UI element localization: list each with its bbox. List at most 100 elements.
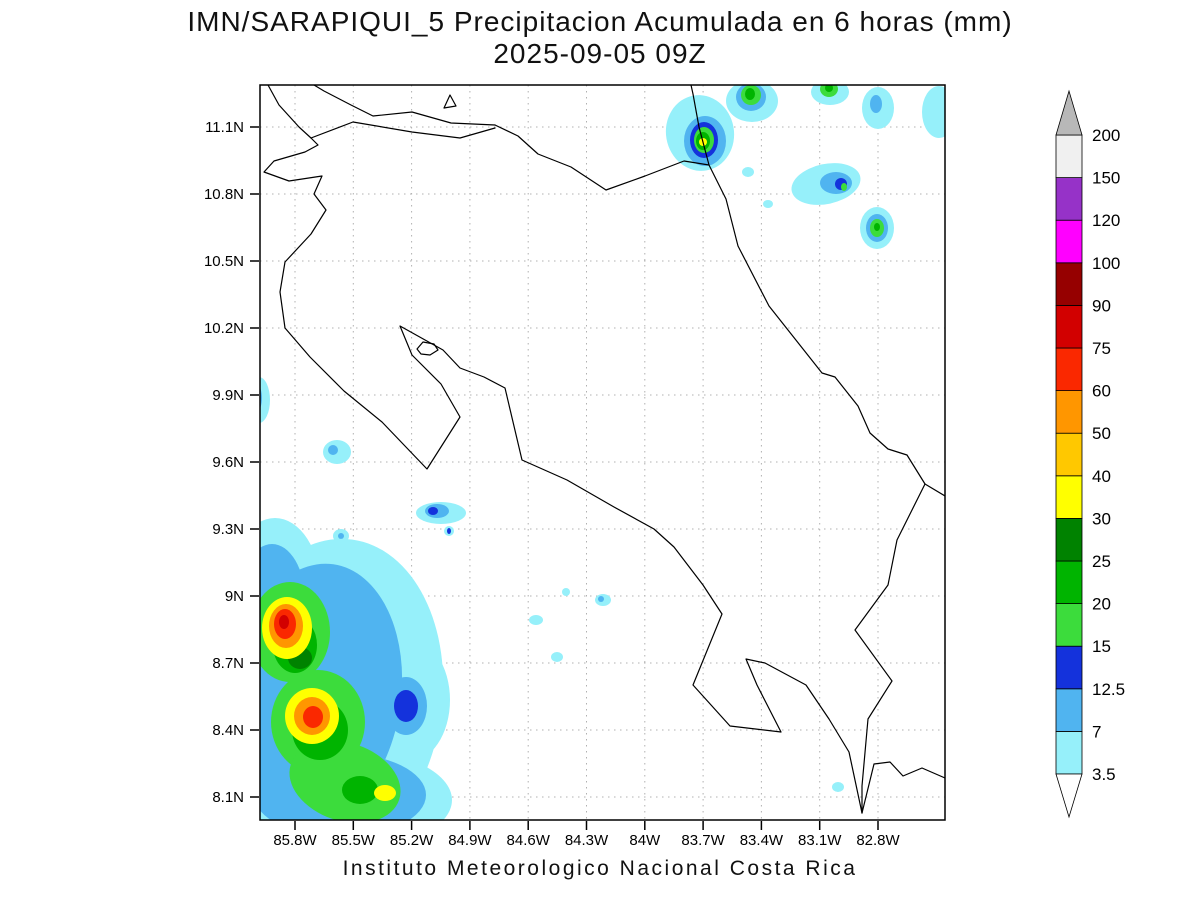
colorbar-label: 20	[1092, 595, 1111, 614]
lat-tick-label: 10.2N	[204, 320, 244, 337]
lat-tick-label: 9N	[225, 588, 244, 605]
precip-cell	[303, 706, 323, 728]
precip-cell	[742, 167, 754, 177]
colorbar-label: 3.5	[1092, 765, 1116, 784]
colorbar-label: 12.5	[1092, 680, 1125, 699]
map-title-line1: IMN/SARAPIQUI_5 Precipitacion Acumulada …	[187, 6, 1013, 37]
colorbar-segment	[1055, 731, 1083, 775]
colorbar	[1055, 89, 1083, 819]
coastline	[416, 341, 439, 356]
precip-cell	[832, 782, 844, 792]
colorbar-segment	[1055, 347, 1083, 391]
coastline	[690, 85, 945, 497]
precip-cell	[551, 652, 563, 662]
colorbar-segment	[1055, 304, 1083, 349]
colorbar-label: 40	[1092, 467, 1111, 486]
precip-cell	[328, 445, 338, 455]
precipitation-layer	[260, 85, 945, 820]
lat-tick-label: 9.6N	[212, 454, 244, 471]
colorbar-segment	[1055, 518, 1083, 562]
lat-tick-label: 9.3N	[212, 521, 244, 538]
lon-tick-label: 82.8W	[856, 832, 900, 849]
colorbar-segment	[1055, 432, 1083, 477]
colorbar-label: 60	[1092, 382, 1111, 401]
lon-tick-label: 84.3W	[565, 832, 609, 849]
colorbar-segment	[1055, 475, 1083, 519]
coastline-layer	[263, 85, 945, 814]
lat-tick-label: 10.5N	[204, 253, 244, 270]
colorbar-over-arrow	[1055, 89, 1083, 136]
lat-tick-label: 10.8N	[204, 186, 244, 203]
colorbar-labels: 3.5 7 12.5 15 20 25 30 40 50 60 75 90 100 120 150 200	[1092, 126, 1125, 784]
colorbar-segment	[1055, 688, 1083, 732]
lon-tick-label: 85.8W	[273, 832, 317, 849]
precip-cell	[922, 86, 945, 138]
precip-cell	[374, 785, 396, 801]
map-frame	[259, 84, 946, 821]
lon-tick-label: 85.2W	[390, 832, 434, 849]
lon-tick-label: 85.5W	[332, 832, 376, 849]
axis-ticks	[250, 126, 879, 830]
precip-cell	[279, 615, 289, 629]
axis-labels: 8.1N 8.4N 8.7N 9N 9.3N 9.6N 9.9N 10.2N 10.5N 10.8…	[204, 119, 901, 849]
lon-tick-label: 83.1W	[798, 832, 842, 849]
precip-cell	[841, 183, 847, 191]
precip-cell	[529, 615, 543, 625]
colorbar-label: 25	[1092, 552, 1111, 571]
colorbar-segment	[1055, 177, 1083, 221]
precip-cell	[342, 776, 378, 804]
lat-tick-label: 8.4N	[212, 722, 244, 739]
colorbar-label: 75	[1092, 339, 1111, 358]
colorbar-label: 200	[1092, 126, 1120, 145]
lat-tick-label: 8.7N	[212, 655, 244, 672]
coastline	[313, 85, 496, 126]
lat-tick-label: 9.9N	[212, 387, 244, 404]
precip-cell	[763, 200, 773, 208]
colorbar-segment	[1055, 560, 1083, 604]
colorbar-segment	[1055, 645, 1083, 690]
colorbar-label: 7	[1092, 722, 1101, 741]
map-title-line2: 2025-09-05 09Z	[493, 38, 707, 69]
precip-cell	[447, 528, 451, 534]
precip-cell	[874, 223, 880, 231]
precip-cell	[428, 507, 438, 515]
colorbar-under-arrow	[1055, 773, 1083, 819]
lat-tick-label: 11.1N	[205, 119, 244, 136]
colorbar-label: 100	[1092, 254, 1120, 273]
colorbar-label: 150	[1092, 169, 1120, 188]
lon-tick-label: 84.6W	[507, 832, 551, 849]
lon-tick-label: 83.4W	[740, 832, 784, 849]
lon-tick-label: 84W	[629, 832, 661, 849]
colorbar-label: 90	[1092, 296, 1111, 315]
colorbar-segment	[1055, 262, 1083, 306]
precip-cell	[562, 588, 570, 596]
colorbar-segment	[1055, 390, 1083, 434]
precip-cell	[825, 85, 833, 92]
colorbar-label: 50	[1092, 424, 1111, 443]
colorbar-label: 15	[1092, 637, 1111, 656]
precip-cell	[338, 533, 344, 539]
precip-cell	[394, 690, 418, 722]
map-title: IMN/SARAPIQUI_5 Precipitacion Acumulada …	[0, 6, 1200, 70]
colorbar-segment	[1055, 603, 1083, 647]
lat-tick-label: 8.1N	[212, 789, 244, 806]
coastline	[263, 85, 863, 814]
colorbar-label: 120	[1092, 211, 1120, 230]
colorbar-label: 30	[1092, 509, 1111, 528]
coastline	[854, 483, 926, 814]
coastline	[494, 124, 710, 191]
precip-cell	[289, 740, 401, 820]
lon-tick-label: 84.9W	[448, 832, 492, 849]
precip-cell	[598, 596, 604, 602]
footer-attribution: Instituto Meteorologico Nacional Costa R…	[342, 857, 858, 880]
precip-cell	[745, 88, 755, 100]
coastline	[310, 121, 496, 139]
precip-cell	[870, 95, 882, 113]
precip-cell	[260, 377, 270, 423]
coastline	[443, 94, 457, 109]
coastline	[861, 761, 945, 814]
colorbar-segment	[1055, 134, 1083, 178]
colorbar-segment	[1055, 219, 1083, 264]
